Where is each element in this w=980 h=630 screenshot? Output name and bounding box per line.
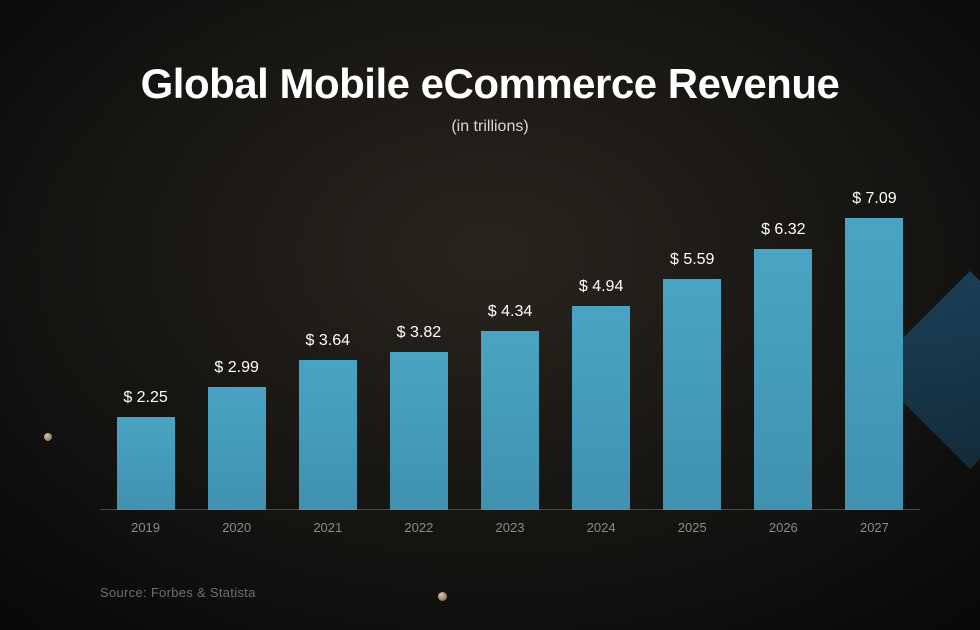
bar-value-label: $ 4.34: [488, 303, 532, 321]
x-category-label: 2026: [738, 510, 829, 540]
bar-value-label: $ 3.64: [306, 332, 350, 350]
revenue-bar-chart: $ 2.25 $ 2.99 $ 3.64 $ 3.82 $ 4.34 $ 4.94 $ 5.…: [100, 180, 920, 540]
bar-slot: $ 4.34: [464, 180, 555, 510]
bar: [481, 331, 539, 510]
bar-slot: $ 3.64: [282, 180, 373, 510]
bar-value-label: $ 5.59: [670, 251, 714, 269]
bar-value-label: $ 3.82: [397, 324, 441, 342]
bar-value-label: $ 2.25: [123, 389, 167, 407]
bar: [117, 417, 175, 510]
x-category-label: 2022: [373, 510, 464, 540]
x-category-label: 2020: [191, 510, 282, 540]
bar-slot: $ 3.82: [373, 180, 464, 510]
bar-slot: $ 2.99: [191, 180, 282, 510]
x-category-label: 2023: [464, 510, 555, 540]
x-category-label: 2019: [100, 510, 191, 540]
chart-title: Global Mobile eCommerce Revenue: [0, 60, 980, 108]
x-category-label: 2024: [556, 510, 647, 540]
decorative-orb-center: [438, 592, 447, 601]
bar: [663, 279, 721, 510]
bar-value-label: $ 4.94: [579, 278, 623, 296]
plot-region: $ 2.25 $ 2.99 $ 3.64 $ 3.82 $ 4.34 $ 4.94 $ 5.…: [100, 180, 920, 510]
source-citation: Source: Forbes & Statista: [100, 585, 256, 600]
bar-slot: $ 4.94: [556, 180, 647, 510]
bar-value-label: $ 2.99: [214, 359, 258, 377]
bar: [572, 306, 630, 510]
bar: [208, 387, 266, 510]
decorative-orb-left: [44, 433, 52, 441]
bar-slot: $ 5.59: [647, 180, 738, 510]
x-axis-labels: 201920202021202220232024202520262027: [100, 510, 920, 540]
bar-slot: $ 7.09: [829, 180, 920, 510]
title-block: Global Mobile eCommerce Revenue (in tril…: [0, 60, 980, 136]
bar-value-label: $ 6.32: [761, 221, 805, 239]
chart-subtitle: (in trillions): [0, 118, 980, 136]
bar-value-label: $ 7.09: [852, 190, 896, 208]
bar-slot: $ 6.32: [738, 180, 829, 510]
bar-slot: $ 2.25: [100, 180, 191, 510]
bar: [845, 218, 903, 510]
x-category-label: 2027: [829, 510, 920, 540]
x-category-label: 2025: [647, 510, 738, 540]
x-category-label: 2021: [282, 510, 373, 540]
bar-container: $ 2.25 $ 2.99 $ 3.64 $ 3.82 $ 4.34 $ 4.94 $ 5.…: [100, 180, 920, 510]
bar: [299, 360, 357, 510]
bar: [754, 249, 812, 510]
bar: [390, 352, 448, 510]
